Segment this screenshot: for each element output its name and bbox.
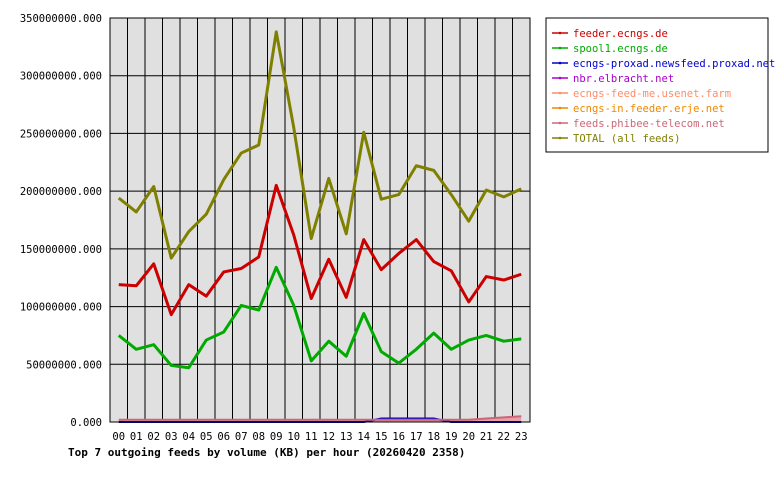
y-tick-label: 150000000.000 [20, 244, 102, 256]
x-tick-label: 17 [410, 431, 423, 443]
x-tick-label: 10 [287, 431, 300, 443]
legend-label: ecngs-proxad.newsfeed.proxad.net [573, 58, 775, 70]
x-tick-label: 23 [515, 431, 528, 443]
plot-border [109, 17, 531, 423]
legend-label: feeds.phibee-telecom.net [573, 118, 725, 130]
legend-label: ecngs-feed-me.usenet.farm [573, 88, 731, 100]
x-tick-label: 16 [392, 431, 405, 443]
x-tick-label: 09 [270, 431, 283, 443]
x-tick-label: 18 [427, 431, 440, 443]
legend-marker [558, 31, 562, 35]
x-tick-label: 03 [165, 431, 178, 443]
x-tick-label: 07 [235, 431, 248, 443]
x-tick-label: 04 [182, 431, 195, 443]
legend-marker [558, 91, 562, 95]
y-tick-label: 350000000.000 [20, 13, 102, 25]
x-tick-label: 14 [357, 431, 370, 443]
legend-marker [558, 61, 562, 65]
legend: feeder.ecngs.de spool1.ecngs.de ecngs-prox… [545, 17, 775, 153]
x-tick-label: 06 [217, 431, 230, 443]
x-tick-label: 13 [340, 431, 353, 443]
legend-box [545, 17, 769, 153]
legend-marker [558, 121, 562, 125]
x-tick-label: 02 [147, 431, 160, 443]
x-tick-label: 21 [480, 431, 493, 443]
y-tick-label: 300000000.000 [20, 71, 102, 83]
legend-label: TOTAL (all feeds) [573, 133, 680, 145]
legend-label: nbr.elbracht.net [573, 73, 674, 85]
legend-marker [558, 136, 562, 140]
x-tick-label: 05 [200, 431, 213, 443]
legend-label: spool1.ecngs.de [573, 43, 668, 55]
x-tick-label: 00 [112, 431, 125, 443]
x-tick-label: 12 [322, 431, 335, 443]
x-tick-label: 11 [305, 431, 318, 443]
legend-label: ecngs-in.feeder.erje.net [573, 103, 725, 115]
y-tick-label: 100000000.000 [20, 302, 102, 314]
legend-label: feeder.ecngs.de [573, 28, 668, 40]
series-line-0 [118, 183, 522, 317]
x-tick-label: 08 [252, 431, 265, 443]
series-line-1 [117, 265, 522, 370]
y-tick-labels: 0.000 50000000.000 100000000.000 150000000.… [20, 13, 102, 429]
x-tick-label: 19 [445, 431, 458, 443]
x-tick-label: 15 [375, 431, 388, 443]
legend-marker [558, 106, 562, 110]
x-tick-label: 01 [130, 431, 143, 443]
series-line-6 [118, 415, 522, 421]
chart-title: Top 7 outgoing feeds by volume (KB) per … [68, 446, 465, 459]
legend-marker [558, 76, 562, 80]
series-line-7 [117, 30, 522, 260]
x-tick-label: 20 [462, 431, 475, 443]
y-tick-label: 200000000.000 [20, 186, 102, 198]
x-tick-label: 22 [497, 431, 510, 443]
legend-marker [558, 46, 562, 50]
y-tick-label: 50000000.000 [26, 359, 102, 371]
y-tick-label: 250000000.000 [20, 128, 102, 140]
y-tick-label: 0.000 [70, 417, 102, 429]
x-tick-labels: 00 01 02 03 04 05 06 07 08 09 10 11 12 13 14 15 16 17 18 19… [112, 431, 527, 443]
